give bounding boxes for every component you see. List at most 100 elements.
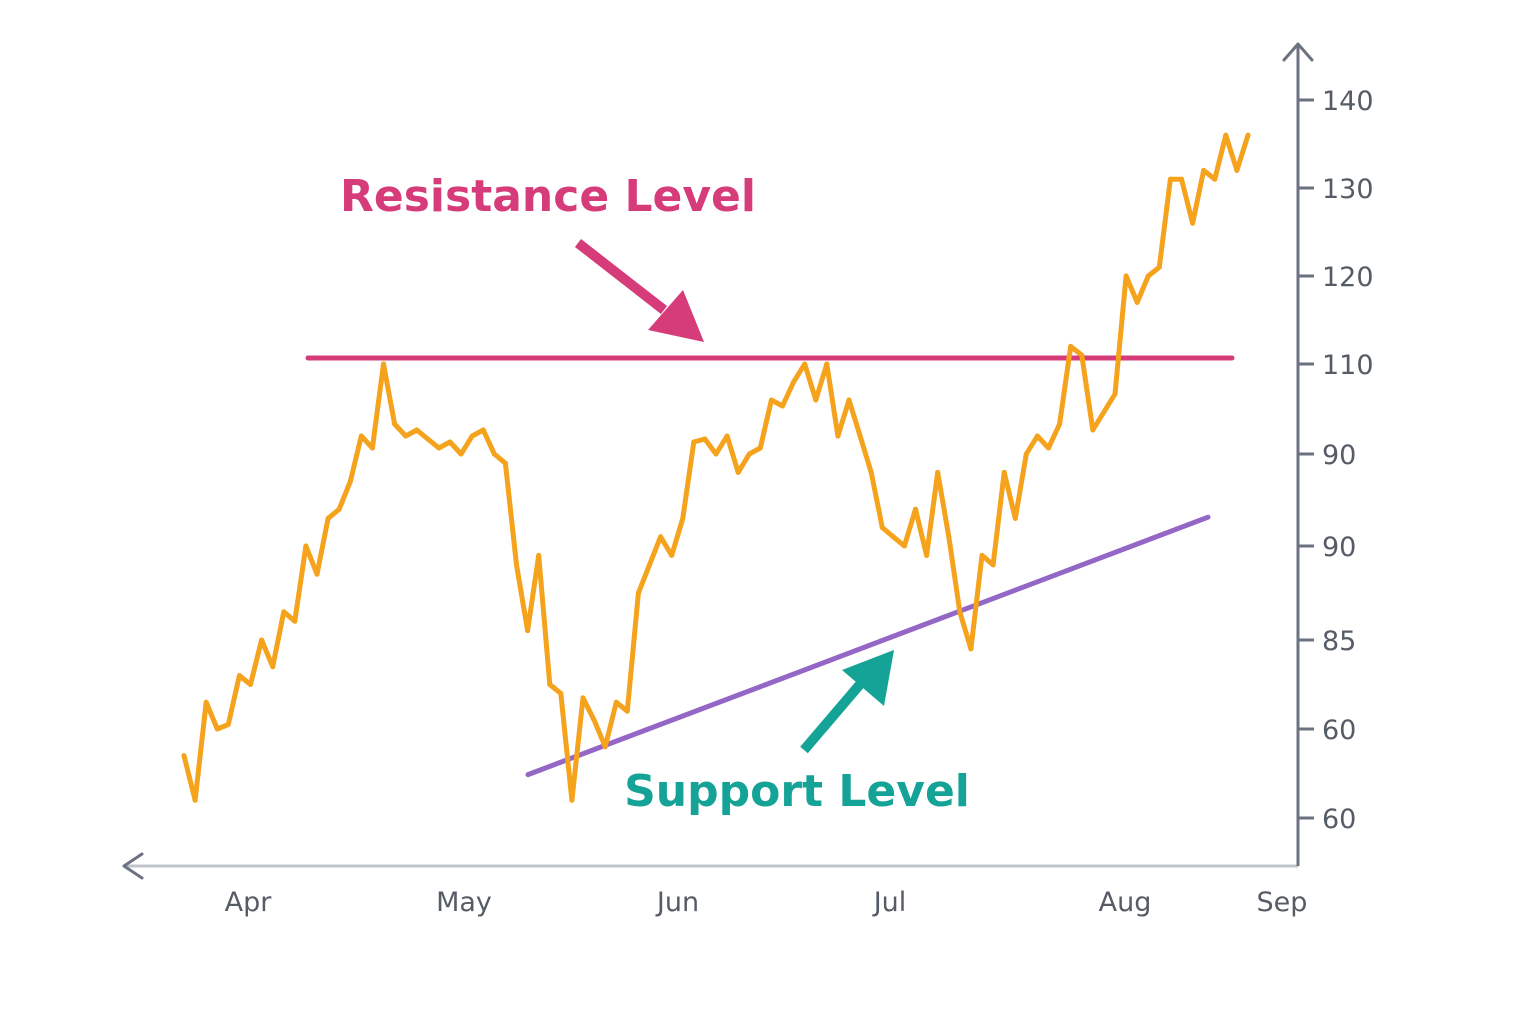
price-point [879, 525, 885, 531]
price-point [868, 469, 874, 475]
price-point [1190, 220, 1196, 226]
x-axis-arrow-icon [122, 852, 144, 880]
price-point [525, 628, 531, 634]
price-point [1034, 433, 1040, 439]
price-point [469, 433, 475, 439]
x-tick-label: Jul [872, 887, 907, 918]
price-point [613, 699, 619, 705]
price-point [381, 361, 386, 367]
price-point [813, 397, 819, 403]
price-point [890, 534, 896, 540]
y-tick-label: 90 [1322, 440, 1356, 471]
price-point [791, 379, 797, 385]
price-point [957, 609, 963, 615]
x-tick-label: Aug [1099, 887, 1152, 918]
price-point [536, 552, 542, 558]
price-point [935, 469, 941, 475]
price-point [181, 753, 187, 759]
price-point [979, 552, 985, 558]
price-point [757, 445, 763, 451]
price-point [480, 427, 486, 433]
price-point [702, 436, 708, 442]
price-point [1123, 273, 1129, 279]
x-tick-label: Jun [655, 887, 699, 918]
price-point [1023, 451, 1029, 457]
price-point [824, 361, 830, 367]
y-tick-label: 110 [1322, 350, 1374, 381]
resistance-arrow-icon [574, 239, 704, 342]
price-point [514, 562, 519, 568]
price-point [1201, 167, 1207, 173]
price-point [214, 726, 220, 732]
support-arrow-icon [800, 650, 894, 754]
price-point [414, 427, 420, 433]
x-tick-label: Sep [1257, 887, 1308, 918]
price-point [713, 451, 719, 457]
price-point [458, 451, 464, 457]
price-point [314, 571, 320, 577]
price-point [336, 506, 342, 512]
price-point [1234, 167, 1240, 173]
price-point [325, 515, 331, 521]
x-tick-label: May [436, 887, 492, 918]
price-point [990, 562, 996, 568]
x-ticks: Apr May Jun Jul Aug Sep [225, 887, 1308, 918]
price-point [369, 445, 375, 451]
price-point [835, 433, 841, 439]
price-point [403, 433, 409, 439]
price-point [735, 469, 741, 475]
price-point [392, 421, 398, 427]
price-point [846, 397, 852, 403]
price-point [236, 673, 242, 679]
price-point [1068, 343, 1074, 349]
price-point [580, 695, 586, 701]
price-point [680, 515, 686, 521]
y-tick-label: 60 [1322, 804, 1356, 835]
price-point [203, 699, 209, 705]
price-point [647, 562, 652, 568]
price-point [924, 552, 930, 558]
price-point [1046, 445, 1051, 451]
price-point [1101, 409, 1107, 415]
price-point [502, 460, 508, 466]
price-point [968, 646, 974, 652]
price-point [635, 590, 641, 596]
price-point [1134, 299, 1140, 305]
x-tick-label: Apr [225, 887, 273, 918]
price-point [1012, 515, 1018, 521]
price-points [181, 132, 1251, 803]
price-point [1001, 469, 1007, 475]
y-tick-label: 120 [1322, 262, 1374, 293]
price-point [624, 708, 630, 714]
price-point [658, 534, 664, 540]
price-point [303, 543, 309, 549]
price-point [1145, 273, 1151, 279]
price-point [436, 445, 442, 451]
y-tick-label: 140 [1322, 86, 1374, 117]
price-point [1179, 176, 1184, 182]
price-point [358, 433, 364, 439]
price-point [1079, 352, 1085, 358]
resistance-label: Resistance Level [340, 171, 756, 222]
price-point [447, 439, 453, 445]
price-point [1245, 132, 1251, 138]
price-point [558, 690, 564, 696]
price-point [192, 797, 198, 803]
price-point [946, 534, 952, 540]
price-point [746, 451, 752, 457]
price-point [225, 722, 231, 727]
price-point [591, 717, 597, 723]
price-point [491, 451, 497, 457]
price-point [1112, 391, 1118, 397]
price-point [1156, 264, 1162, 270]
price-point [780, 403, 785, 409]
y-axis-arrow-icon [1282, 42, 1314, 62]
price-point [768, 397, 774, 403]
price-point [547, 682, 553, 687]
price-point [724, 433, 730, 439]
price-point [347, 479, 353, 485]
y-tick-label: 85 [1322, 626, 1356, 657]
price-point [669, 552, 675, 558]
price-point [259, 637, 265, 643]
